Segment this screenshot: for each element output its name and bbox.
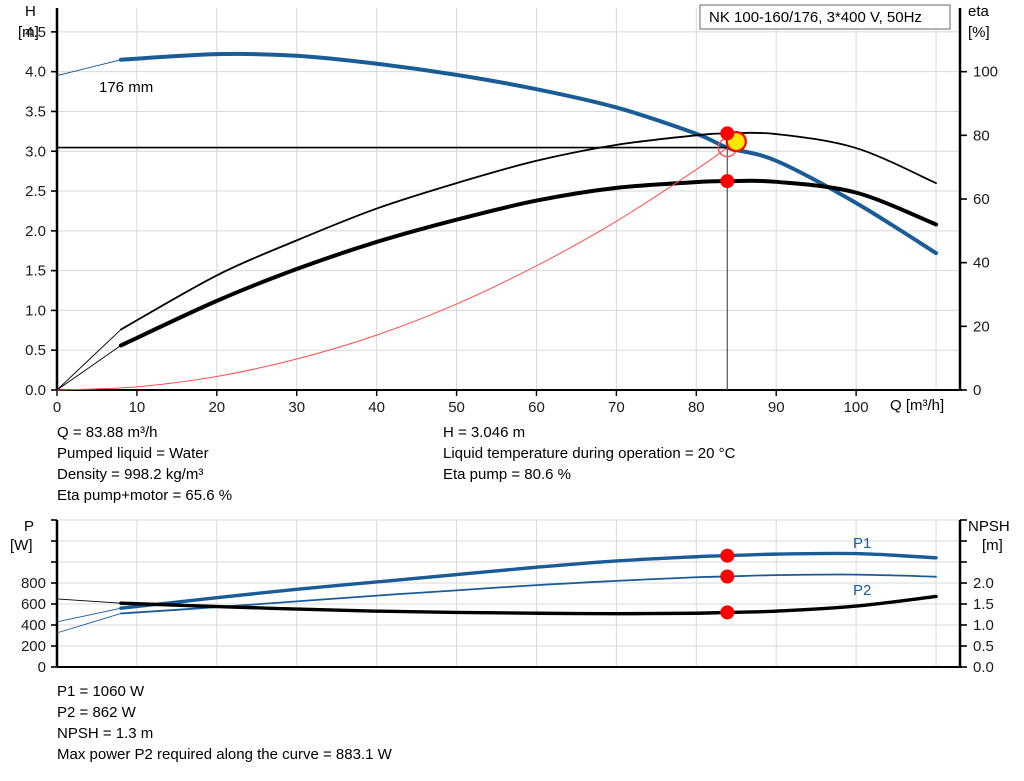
npsh-point-marker[interactable] [720,605,735,620]
top-y-axis-title: H [25,3,36,20]
p1-point-marker[interactable] [720,548,735,563]
npsh-curve [119,594,938,616]
eta-pump-motor-curve-extension [56,345,122,391]
bottom-right-axis-unit: [m] [982,537,1003,554]
info-top-left-block: Q = 83.88 m³/h Pumped liquid = Water Den… [57,422,232,506]
p1-curve-label: P1 [853,535,871,552]
y-tick-label: 1.5 [25,263,46,280]
x-tick-label: 50 [448,399,465,416]
y-tick-label: 0.0 [25,382,46,399]
head-curve-176mm [118,51,939,256]
eta-tick-label: 100 [973,64,998,81]
info-h: H = 3.046 m [443,424,526,441]
eta-pump-curve [120,131,937,331]
info-max-power: Max power P2 required along the curve = … [57,746,392,763]
system-curve [56,147,728,391]
eta-pump-curve-extension [56,329,122,391]
eta-tick-label: 80 [973,127,990,144]
y-tick-label: 2.0 [25,223,46,240]
npsh-tick-label: 0.5 [973,638,994,655]
x-tick-label: 0 [53,399,61,416]
x-tick-label: 40 [368,399,385,416]
p2-curve-extension [56,613,122,634]
info-q: Q = 83.88 m³/h [57,424,158,441]
npsh-tick-label: 1.5 [973,596,994,613]
npsh-curve-extension [56,598,121,604]
x-tick-label: 10 [129,399,146,416]
info-bottom-block: P1 = 1060 W P2 = 862 W NPSH = 1.3 m Max … [57,681,392,765]
info-density: Density = 998.2 kg/m³ [57,466,204,483]
eta-pump-motor-curve [118,178,939,348]
y-tick-label: 3.5 [25,103,46,120]
p2-curve [120,573,937,615]
power-npsh-chart: 0 200 400 600 800 0.0 0.5 1.0 1.5 2.0 P1 P2 P [W]… [10,518,1010,675]
p1-curve-extension [56,607,122,623]
p2-curve-label: P2 [853,582,871,599]
head-curve-extension [56,59,122,77]
top-x-axis-title: Q [m³/h] [890,397,944,414]
x-tick-label: 60 [528,399,545,416]
eta-pump-point-marker[interactable] [720,126,735,141]
top-chart-gridlines [57,8,960,390]
eta-tick-label: 20 [973,318,990,335]
p-tick-label: 400 [21,617,46,634]
x-tick-label: 70 [608,399,625,416]
head-efficiency-chart: 0 10 20 30 40 50 60 70 80 90 100 0.0 0.5 1.0 1.5 2.0 2.5… [18,3,998,416]
info-npsh: NPSH = 1.3 m [57,725,154,742]
x-tick-label: 80 [688,399,705,416]
eta-tick-label: 0 [973,382,981,399]
info-eta-pump: Eta pump = 80.6 % [443,466,571,483]
chart-title: NK 100-160/176, 3*400 V, 50Hz [709,9,922,26]
info-p1: P1 = 1060 W [57,683,145,700]
y-tick-label: 4.0 [25,64,46,81]
p-tick-label: 200 [21,638,46,655]
npsh-tick-label: 1.0 [973,617,994,634]
info-eta-pump-motor: Eta pump+motor = 65.6 % [57,487,233,504]
impeller-size-label: 176 mm [99,79,153,96]
top-y-axis-unit: [m] [18,24,39,41]
top-right-axis-title: eta [968,3,990,20]
y-tick-label: 3.0 [25,143,46,160]
npsh-tick-label: 2.0 [973,575,994,592]
x-tick-label: 30 [288,399,305,416]
info-top-right-block: H = 3.046 m Liquid temperature during op… [443,422,735,485]
eta-pump-motor-point-marker[interactable] [720,174,735,189]
y-tick-label: 4.5 [25,24,46,41]
info-liquid-temperature: Liquid temperature during operation = 20… [443,445,736,462]
p2-point-marker[interactable] [720,569,735,584]
eta-tick-label: 60 [973,191,990,208]
y-tick-label: 1.0 [25,302,46,319]
eta-tick-label: 40 [973,255,990,272]
p-tick-label: 0 [38,659,46,675]
title-box [699,4,951,30]
bottom-y-axis-title: P [24,518,34,535]
y-tick-label: 2.5 [25,183,46,200]
bottom-chart-gridlines [57,519,960,668]
bottom-y-axis-unit: [W] [10,537,33,554]
p-tick-label: 800 [21,575,46,592]
bottom-chart-ticks: 0 200 400 600 800 0.0 0.5 1.0 1.5 2.0 [21,519,994,675]
x-tick-label: 90 [768,399,785,416]
top-right-axis-unit: [%] [968,24,990,41]
p-tick-label: 600 [21,596,46,613]
y-tick-label: 0.5 [25,342,46,359]
info-pumped-liquid: Pumped liquid = Water [57,445,209,462]
bottom-right-axis-title: NPSH [968,518,1010,535]
x-tick-label: 20 [208,399,225,416]
x-tick-label: 100 [844,399,869,416]
npsh-tick-label: 0.0 [973,659,994,675]
info-p2: P2 = 862 W [57,704,136,721]
p1-curve [119,551,938,610]
top-chart-ticks: 0 10 20 30 40 50 60 70 80 90 100 0.0 0.5 1.0 1.5 2.0 2.5… [25,24,998,416]
